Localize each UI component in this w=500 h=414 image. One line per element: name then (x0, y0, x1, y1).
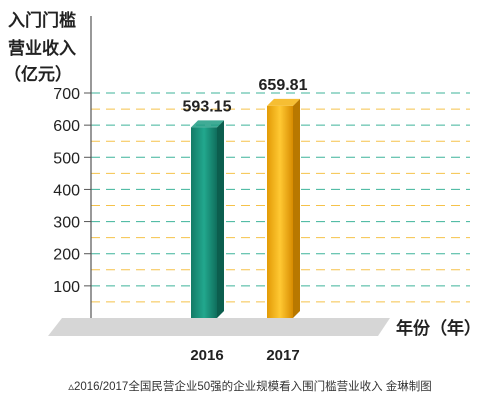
category-label-2017: 2017 (266, 347, 299, 364)
y-axis-title-line-3: （亿元） (4, 64, 72, 84)
bar-2016 (191, 127, 217, 319)
gridlines (91, 92, 470, 303)
chart-caption: ▵2016/2017全国民营企业50强的企业规模看入围门槛营业收入 金琳制图 (68, 379, 432, 393)
bar-top-2017 (267, 98, 300, 106)
y-tick-label: 100 (53, 279, 80, 296)
chart-base (48, 318, 390, 336)
y-tick-label: 500 (53, 150, 80, 167)
y-tick-label: 600 (53, 118, 80, 135)
y-tick-label: 300 (53, 215, 80, 232)
bar-2017 (267, 105, 293, 318)
y-tick-labels: 100 200 300 400 500 600 700 (53, 86, 91, 296)
bar-side-2017 (293, 98, 300, 318)
y-tick-label: 700 (53, 86, 80, 103)
y-tick-label: 400 (53, 182, 80, 199)
bar-side-2016 (217, 120, 224, 319)
x-axis-title: 年份（年） (396, 318, 481, 338)
category-label-2016: 2016 (190, 347, 223, 364)
value-label-2016: 593.15 (183, 98, 232, 115)
y-tick-label: 200 (53, 247, 80, 264)
y-axis-title-line-2: 营业收入 (8, 38, 76, 58)
bars (191, 98, 300, 319)
bar-top-2016 (191, 120, 224, 128)
y-axis-title-line-1: 入门门槛 (8, 10, 76, 30)
value-label-2017: 659.81 (259, 77, 308, 94)
